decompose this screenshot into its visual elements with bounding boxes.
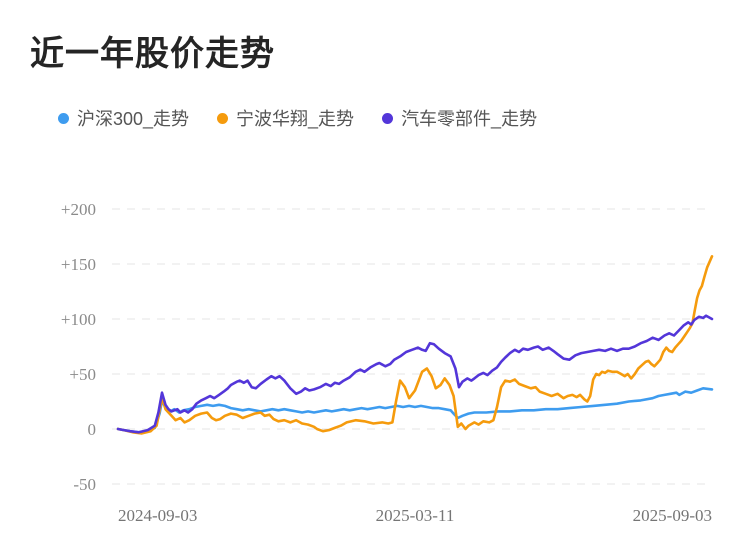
y-axis-label: -50 xyxy=(73,475,96,494)
legend-dot-icon xyxy=(382,112,394,124)
y-axis-label: +150 xyxy=(61,255,96,274)
legend-item-hs300[interactable]: 沪深300_走势 xyxy=(58,105,189,131)
legend-label: 汽车零部件_走势 xyxy=(401,109,538,129)
x-axis-label: 2025-03-11 xyxy=(376,506,455,525)
legend-item-ningbo-huaxiang[interactable]: 宁波华翔_走势 xyxy=(217,105,354,131)
y-axis-label: +200 xyxy=(61,200,96,219)
series-line-auto_parts xyxy=(116,314,714,434)
legend-item-auto-parts[interactable]: 汽车零部件_走势 xyxy=(382,105,537,131)
legend-label: 宁波华翔_走势 xyxy=(236,109,355,129)
x-axis-label: 2025-09-03 xyxy=(633,506,712,525)
legend-dot-icon xyxy=(58,112,69,124)
x-axis-label: 2024-09-03 xyxy=(118,506,197,525)
y-axis-label: +50 xyxy=(69,365,96,384)
page-title: 近一年股价走势 xyxy=(30,35,275,73)
chart-legend: 沪深300_走势 宁波华翔_走势 汽车零部件_走势 xyxy=(58,105,537,131)
y-axis-label: +100 xyxy=(61,310,96,329)
series-line-ningbo_huaxiang xyxy=(116,254,714,435)
y-axis-label: 0 xyxy=(88,420,97,439)
legend-label: 沪深300_走势 xyxy=(77,109,190,129)
legend-dot-icon xyxy=(217,112,229,124)
series-line-hs300 xyxy=(116,386,714,434)
